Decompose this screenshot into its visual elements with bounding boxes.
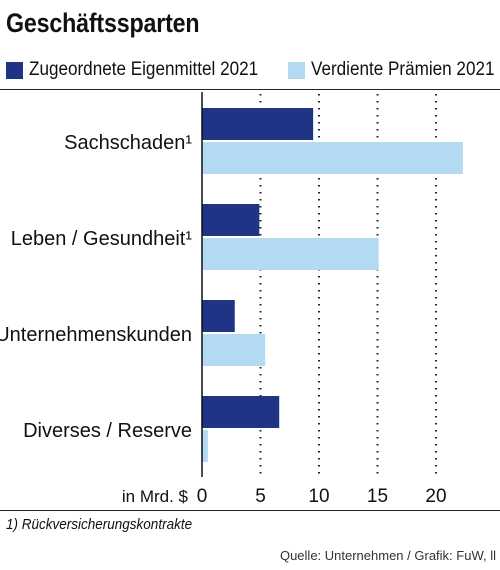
x-axis-unit-label: in Mrd. $ — [122, 487, 189, 506]
legend-label-eigenmittel: Zugeordnete Eigenmittel 2021 — [29, 59, 259, 80]
bar-eigenmittel-1 — [202, 204, 260, 236]
chart-title: Geschäftssparten — [6, 8, 200, 38]
legend: Zugeordnete Eigenmittel 2021 Verdiente P… — [6, 58, 500, 82]
bar-praemien-3 — [202, 430, 208, 462]
category-label-0: Sachschaden¹ — [64, 132, 192, 154]
legend-item-praemien: Verdiente Prämien 2021 — [288, 58, 500, 82]
bar-chart: Sachschaden¹ Leben / Gesundheit¹ Unternehm… — [0, 92, 463, 507]
bar-eigenmittel-3 — [202, 396, 280, 428]
top-divider — [0, 89, 500, 90]
legend-swatch-light — [288, 61, 305, 79]
x-tick-label-10: 10 — [308, 486, 329, 507]
bottom-divider — [0, 510, 500, 511]
x-tick-label-20: 20 — [425, 486, 446, 507]
legend-swatch-dark — [6, 61, 23, 79]
footnote: 1) Rückversicherungskontrakte — [6, 516, 193, 533]
bar-eigenmittel-0 — [202, 108, 314, 140]
x-tick-label-5: 5 — [255, 486, 266, 507]
bar-praemien-1 — [202, 238, 379, 270]
category-label-2: Unternehmenskunden — [0, 324, 192, 346]
source-credit: Quelle: Unternehmen / Grafik: FuW, ll — [279, 548, 496, 563]
legend-item-eigenmittel: Zugeordnete Eigenmittel 2021 — [6, 58, 284, 82]
bar-praemien-2 — [202, 334, 266, 366]
x-tick-label-0: 0 — [197, 486, 208, 507]
category-label-1: Leben / Gesundheit¹ — [11, 228, 193, 250]
bar-eigenmittel-2 — [202, 300, 235, 332]
bar-praemien-0 — [202, 142, 463, 174]
category-label-3: Diverses / Reserve — [23, 420, 192, 442]
legend-label-praemien: Verdiente Prämien 2021 — [311, 59, 495, 80]
x-tick-label-15: 15 — [367, 486, 388, 507]
